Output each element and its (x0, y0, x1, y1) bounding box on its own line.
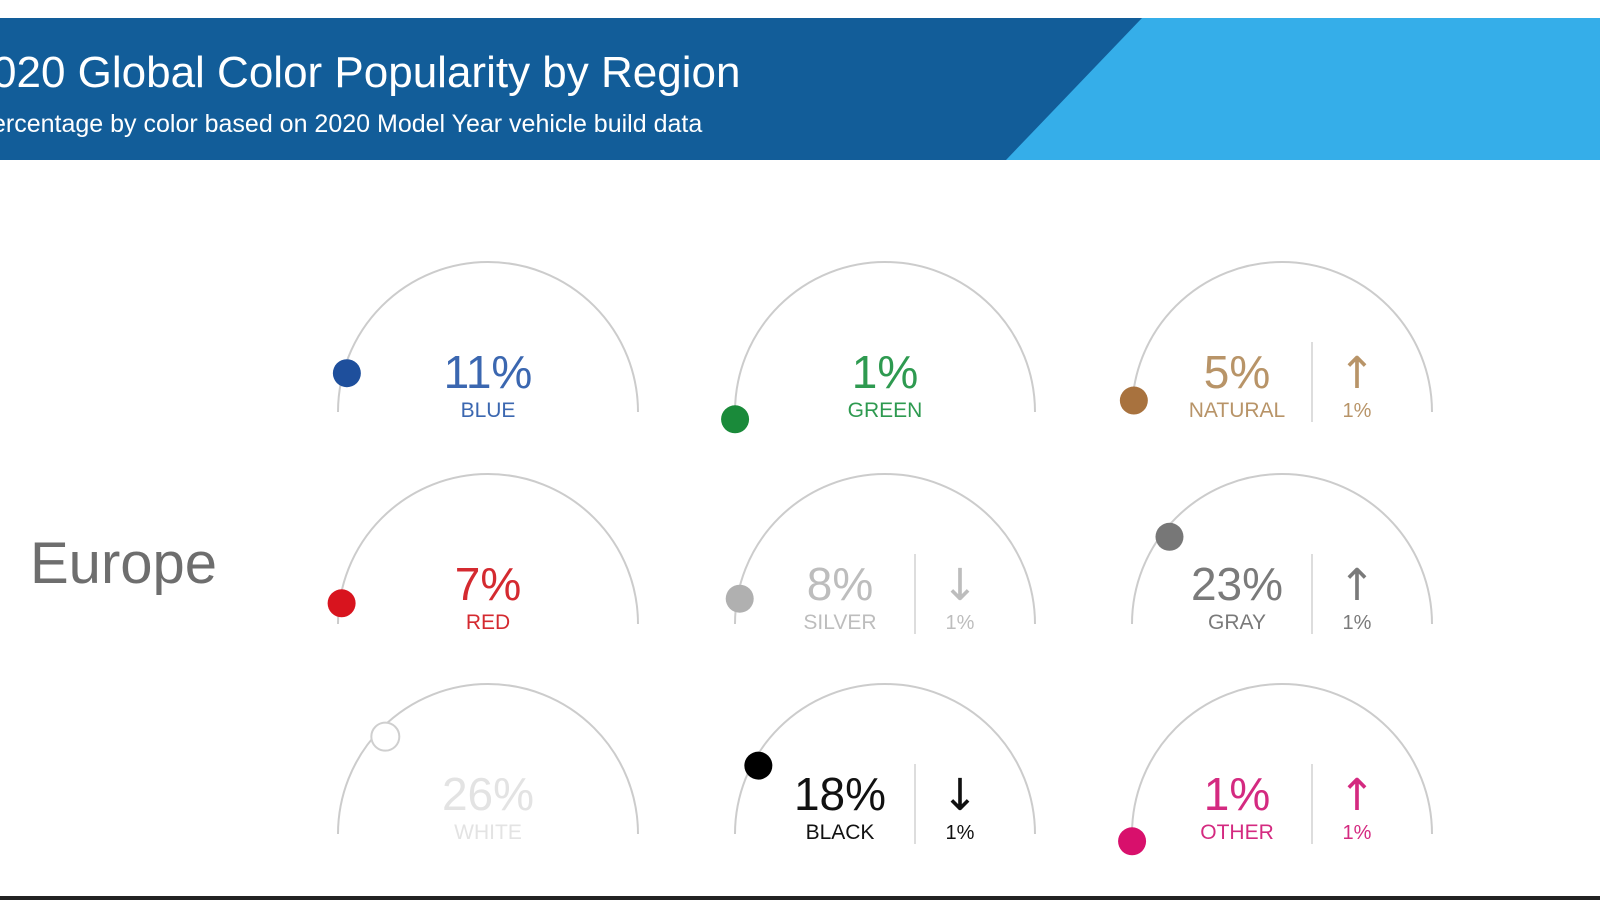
color-name-red: RED (466, 611, 510, 634)
color-name-black: BLACK (806, 821, 875, 844)
change-arrow-other: ↑ (1339, 770, 1376, 821)
gauge-marker-white (370, 721, 401, 752)
change-arrow-natural: ↑ (1339, 348, 1376, 399)
value-label-red: 7% (455, 558, 521, 610)
gauge-arc-green (734, 261, 1036, 413)
color-name-natural: NATURAL (1189, 399, 1285, 422)
gauge-arc-blue (337, 261, 639, 413)
color-name-blue: BLUE (461, 399, 516, 422)
change-arrow-gray: ↑ (1339, 560, 1376, 611)
gauge-marker-blue (332, 359, 361, 388)
change-arrow-black: ↓ (942, 770, 979, 821)
value-label-gray: 23% (1191, 558, 1283, 610)
value-label-other: 1% (1204, 768, 1270, 820)
gauge-arc-other (1131, 683, 1433, 835)
gauge-arc-gray (1131, 473, 1433, 625)
page-title: 020 Global Color Popularity by Region (0, 48, 741, 97)
gauge-marker-natural (1119, 386, 1148, 415)
gauge-arc-white (337, 683, 639, 835)
change-arrow-silver: ↓ (942, 560, 979, 611)
gauge-arc-natural (1131, 261, 1433, 413)
gauge-marker-black (744, 751, 773, 780)
change-value-other: 1% (1343, 822, 1372, 844)
gauge-arc-silver (734, 473, 1036, 625)
gauge-arc-red (337, 473, 639, 625)
value-label-white: 26% (442, 768, 534, 820)
gauge-marker-silver (725, 584, 754, 613)
change-value-black: 1% (946, 822, 975, 844)
header-dark-panel (0, 18, 1142, 160)
value-label-black: 18% (794, 768, 886, 820)
header-banner: 020 Global Color Popularity by Region er… (0, 18, 1600, 160)
change-value-silver: 1% (946, 612, 975, 634)
page-subtitle: ercentage by color based on 2020 Model Y… (0, 110, 703, 138)
color-name-green: GREEN (848, 399, 923, 422)
gauge-marker-green (721, 405, 750, 434)
color-name-silver: SILVER (803, 611, 876, 634)
color-name-other: OTHER (1200, 821, 1274, 844)
gauge-marker-red (327, 589, 356, 618)
gauge-marker-other (1118, 827, 1147, 856)
value-label-natural: 5% (1204, 346, 1270, 398)
bottom-rule (0, 896, 1600, 900)
value-label-green: 1% (852, 346, 918, 398)
change-value-natural: 1% (1343, 400, 1372, 422)
gauge-marker-gray (1155, 522, 1184, 551)
value-label-silver: 8% (807, 558, 873, 610)
color-name-gray: GRAY (1208, 611, 1266, 634)
value-label-blue: 11% (444, 346, 533, 398)
change-value-gray: 1% (1343, 612, 1372, 634)
region-label: Europe (30, 531, 218, 596)
color-name-white: WHITE (454, 821, 522, 844)
